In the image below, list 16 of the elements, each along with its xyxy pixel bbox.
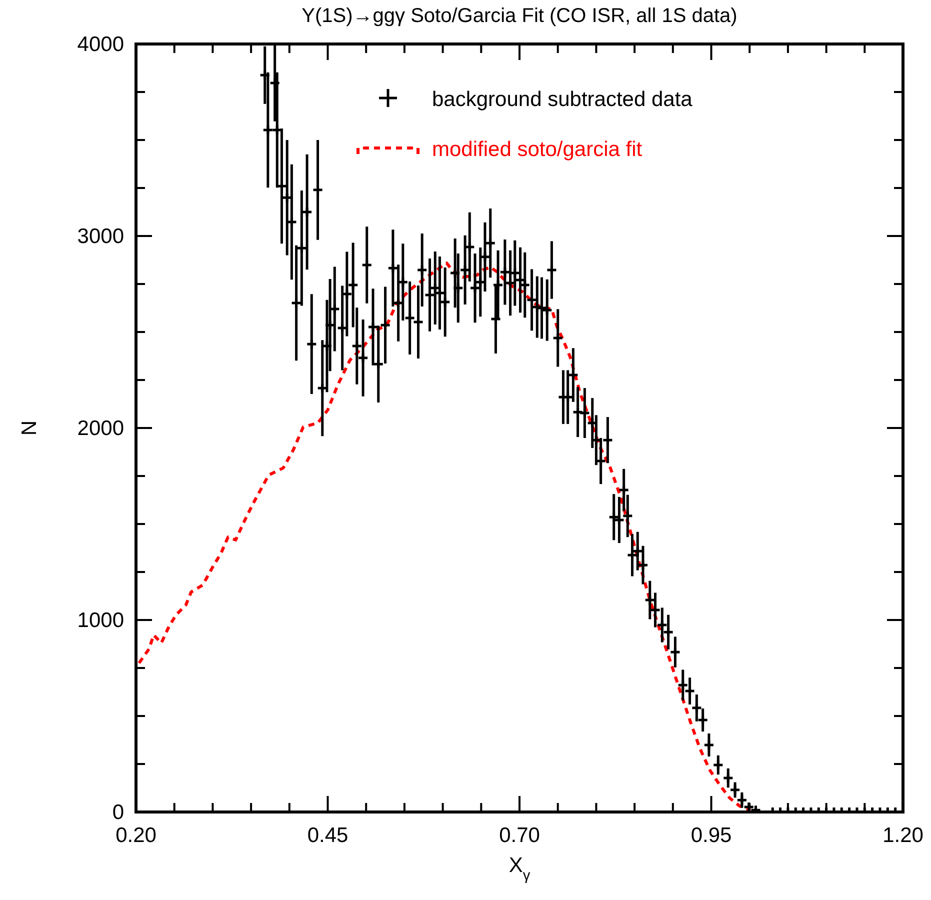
legend-label: background subtracted data (432, 88, 693, 111)
y-tick-label: 0 (112, 801, 124, 824)
y-tick-label: 2000 (77, 417, 124, 440)
x-axis-title: X$_{γ}$ (508, 854, 531, 884)
y-tick-label: 1000 (77, 609, 124, 632)
chart-title: Υ(1S)→ggγ Soto/Garcia Fit (CO ISR, all 1S data) (302, 5, 738, 27)
x-tick-label: 0.45 (307, 824, 348, 847)
y-tick-label: 4000 (77, 33, 124, 56)
y-tick-label: 3000 (77, 225, 124, 248)
x-tick-label: 0.20 (116, 824, 156, 847)
legend-label: modified soto/garcia fit (432, 138, 642, 161)
x-tick-label: 1.20 (882, 824, 924, 847)
x-tick-label: 0.70 (499, 824, 540, 847)
x-tick-label: 0.95 (690, 824, 732, 847)
line-series (138, 262, 752, 812)
y-axis-title: N (18, 420, 41, 436)
